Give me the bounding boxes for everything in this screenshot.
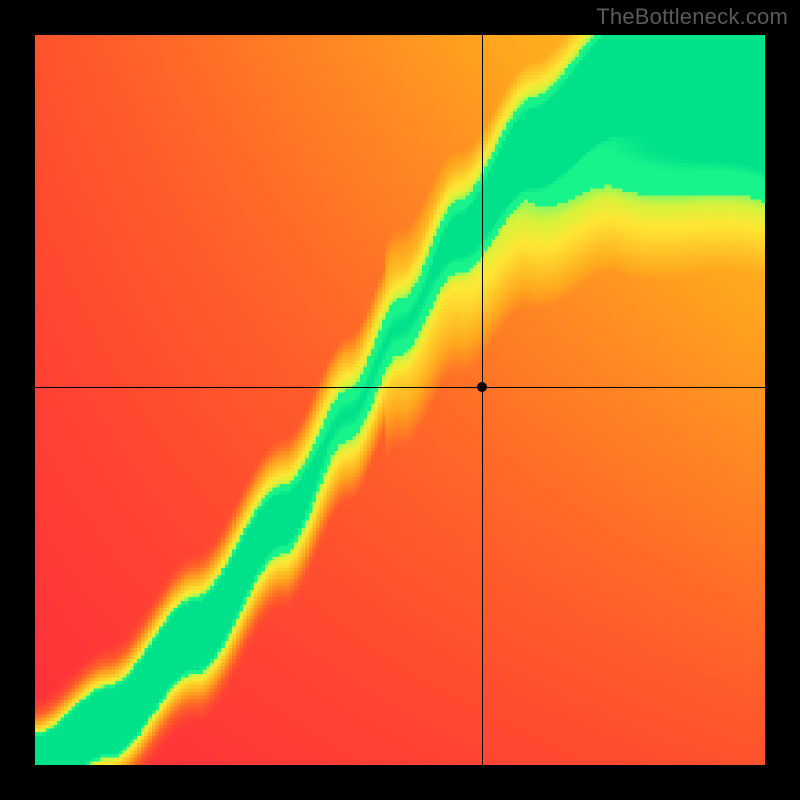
heatmap-plot — [35, 35, 765, 765]
watermark-text: TheBottleneck.com — [596, 4, 788, 30]
heatmap-canvas — [35, 35, 765, 765]
chart-container: TheBottleneck.com — [0, 0, 800, 800]
crosshair-marker — [477, 382, 487, 392]
crosshair-horizontal — [35, 387, 765, 388]
crosshair-vertical — [482, 35, 483, 765]
